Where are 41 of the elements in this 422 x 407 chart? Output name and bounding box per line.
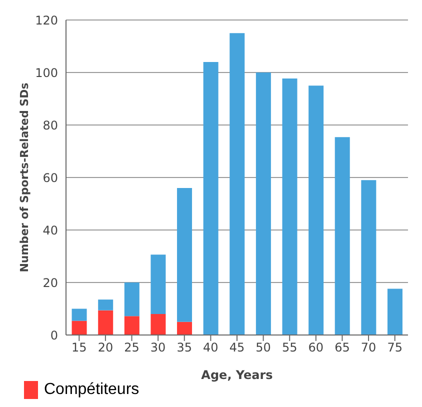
- bar: [72, 320, 87, 335]
- bar: [150, 314, 166, 335]
- y-tick-label: 120: [35, 13, 58, 28]
- bar: [124, 282, 140, 316]
- y-tick-label: 60: [42, 170, 58, 185]
- bar: [150, 254, 166, 314]
- bar: [230, 33, 245, 335]
- x-tick-label: 40: [203, 340, 218, 355]
- bar: [124, 316, 140, 335]
- x-tick-label: 65: [334, 340, 350, 355]
- y-tick-label: 100: [35, 66, 58, 80]
- x-tick-label: 50: [256, 340, 271, 355]
- y-tick-label: 40: [42, 223, 58, 238]
- legend-label: Compétiteurs: [44, 381, 140, 399]
- x-tick-label: 45: [229, 340, 245, 355]
- x-tick-label: 55: [282, 340, 298, 355]
- y-axis-title: Number of Sports-Related SDs: [18, 82, 31, 272]
- x-tick-label: 20: [98, 340, 114, 355]
- bar: [334, 137, 350, 335]
- bar: [177, 322, 192, 335]
- bar: [308, 86, 324, 335]
- x-tick-label: 25: [124, 340, 140, 355]
- y-tick-label: 80: [42, 118, 58, 132]
- x-tick-label: 75: [387, 340, 402, 355]
- bar: [98, 300, 114, 310]
- bar: [282, 78, 298, 335]
- bar: [203, 62, 218, 335]
- y-tick-label: 0: [50, 328, 58, 342]
- bar: [72, 308, 87, 321]
- x-axis-title: Age, Years: [201, 368, 273, 382]
- x-tick-label: 60: [308, 340, 324, 355]
- x-tick-label: 15: [72, 340, 87, 355]
- x-tick-label: 35: [176, 340, 192, 355]
- bar: [98, 310, 114, 335]
- bar: [387, 288, 402, 335]
- bar: [177, 188, 192, 322]
- x-tick-label: 70: [360, 340, 376, 355]
- bar: [361, 180, 376, 335]
- y-tick-label: 20: [42, 276, 58, 290]
- x-tick-label: 30: [150, 340, 166, 355]
- bar: [256, 72, 271, 335]
